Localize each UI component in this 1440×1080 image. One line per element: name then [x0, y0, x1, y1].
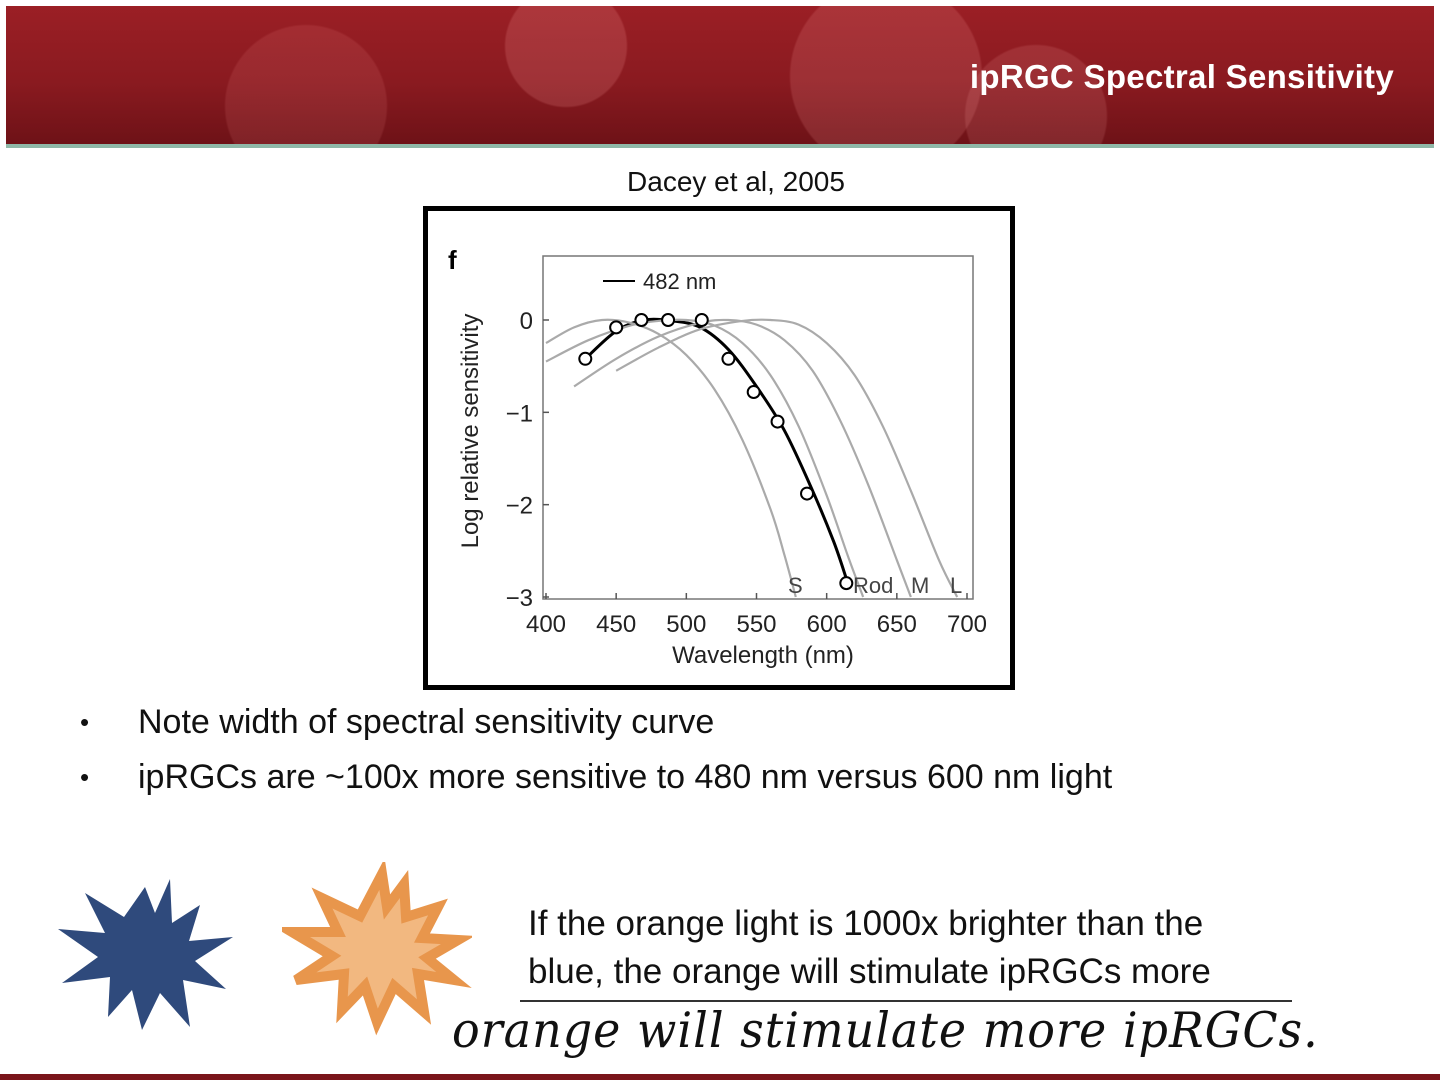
data-point — [721, 351, 736, 366]
header-banner: ipRGC Spectral Sensitivity — [6, 6, 1434, 148]
x-tick-label: 550 — [736, 611, 776, 638]
curve-s — [545, 318, 797, 598]
figure-frame: f 482 nm 400 450 500 550 600 650 700 0 −1 −2 −3 S… — [423, 206, 1015, 690]
blue-star-burst — [58, 879, 233, 1030]
data-point — [661, 313, 676, 327]
plot-area-frame — [542, 255, 974, 600]
y-tick-label: −1 — [506, 400, 533, 427]
curve-label: L — [950, 573, 962, 598]
data-point — [800, 486, 815, 501]
caption-underline — [520, 1000, 1292, 1002]
data-point — [634, 313, 649, 327]
data-point — [609, 320, 624, 335]
bullet-item: Note width of spectral sensitivity curve — [80, 700, 1112, 755]
curve-label: Rod — [853, 573, 893, 598]
legend-label: 482 nm — [643, 269, 716, 294]
x-axis-label: Wavelength (nm) — [672, 642, 854, 669]
x-tick-label: 600 — [807, 611, 847, 638]
data-point — [770, 414, 785, 429]
curve-rod — [545, 318, 865, 598]
curve-m — [573, 318, 912, 598]
orange-star-burst — [282, 862, 472, 1036]
data-point — [694, 313, 709, 327]
data-point — [839, 576, 854, 591]
x-tick-label: 700 — [947, 611, 987, 638]
iprgc-fit-curve — [584, 317, 848, 580]
caption: If the orange light is 1000x brighter th… — [528, 900, 1211, 996]
handwritten-note: orange will stimulate more ipRGCs. — [452, 1001, 1319, 1059]
panel-label: f — [448, 245, 457, 275]
x-tick-label: 450 — [596, 611, 636, 638]
x-tick-label: 500 — [666, 611, 706, 638]
data-point — [746, 385, 761, 400]
bullet-item: ipRGCs are ~100x more sensitive to 480 n… — [80, 755, 1112, 810]
curve-l — [615, 318, 959, 598]
x-tick-label: 400 — [526, 611, 566, 638]
caption-line-2: blue, the orange will stimulate ipRGCs m… — [528, 952, 1211, 991]
y-tick-label: −3 — [506, 585, 533, 612]
y-tick-label: −2 — [506, 493, 533, 520]
sensitivity-chart: f 482 nm 400 450 500 550 600 650 700 0 −1 −2 −3 S… — [448, 245, 987, 669]
y-axis-label: Log relative sensitivity — [457, 314, 484, 549]
figure-citation: Dacey et al, 2005 — [627, 166, 845, 197]
y-tick-label: 0 — [520, 308, 533, 335]
curve-label: S — [788, 573, 803, 598]
data-point — [578, 351, 593, 366]
slide-title: ipRGC Spectral Sensitivity — [969, 58, 1394, 95]
orange-star-shape — [282, 862, 472, 1036]
blue-star-shape — [58, 879, 233, 1030]
bullet-list: Note width of spectral sensitivity curve… — [80, 700, 1112, 810]
curve-label: M — [911, 573, 929, 598]
caption-line-1: If the orange light is 1000x brighter th… — [528, 904, 1204, 943]
bottom-band — [0, 1074, 1440, 1080]
x-tick-label: 650 — [877, 611, 917, 638]
